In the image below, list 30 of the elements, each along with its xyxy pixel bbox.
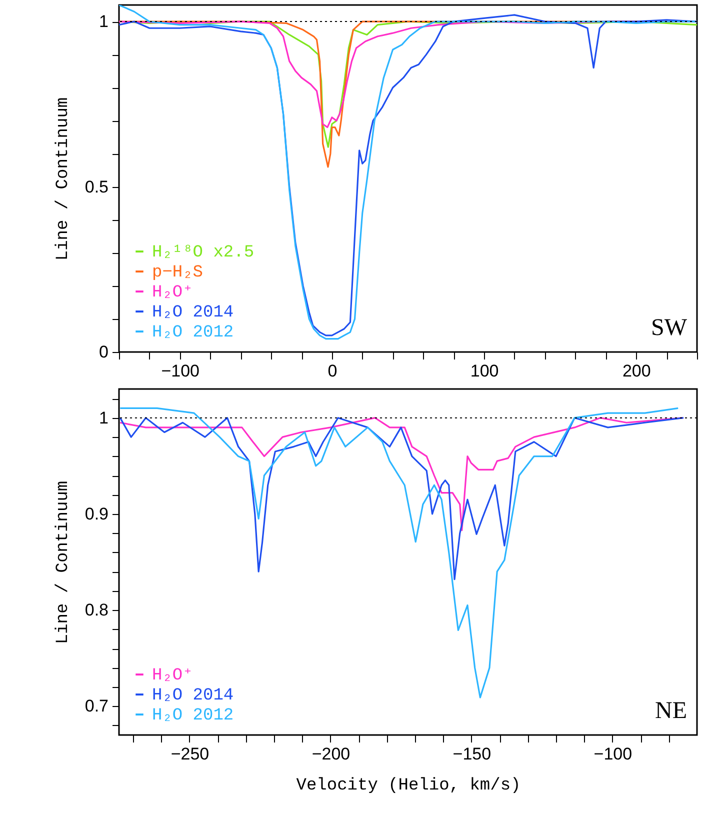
y-tick-label: 0	[99, 342, 108, 362]
x-tick-label: −150	[452, 744, 492, 764]
annotation: NE	[655, 698, 687, 724]
legend-label: p−H₂S	[152, 264, 204, 282]
x-tick-label: −200	[312, 744, 350, 764]
y-tick-label: 0.9	[84, 504, 108, 524]
y-tick-label: 1	[99, 408, 108, 428]
legend-label: H₂O⁺	[152, 284, 193, 302]
x-tick-label: −100	[161, 362, 200, 380]
legend-label: H₂O 2012	[152, 706, 234, 726]
legend-label: H₂O 2014	[152, 686, 234, 706]
x-tick-label: 100	[470, 362, 499, 380]
annotation: SW	[651, 315, 688, 341]
legend-label: H₂O⁺	[152, 666, 193, 686]
y-tick-label: 0.8	[84, 600, 108, 620]
y-tick-label: 0.5	[84, 177, 108, 196]
line-series	[119, 417, 684, 580]
y-tick-label: 1	[99, 12, 108, 32]
x-tick-label: 200	[622, 362, 651, 380]
x-tick-label: −100	[594, 744, 632, 764]
line-series	[119, 417, 684, 532]
y-axis-title: Line / Continuum	[54, 97, 73, 261]
legend-label: H₂O 2014	[152, 304, 234, 322]
x-tick-label: −250	[170, 744, 210, 764]
y-tick-label: 0.7	[84, 696, 108, 716]
legend-label: H₂O 2012	[152, 324, 234, 342]
x-tick-label: 0	[328, 362, 338, 380]
legend-label: H₂¹⁸O x2.5	[152, 244, 254, 262]
x-axis-title: Velocity (Helio, km/s)	[296, 776, 521, 796]
y-axis-title: Line / Continuum	[54, 480, 73, 644]
